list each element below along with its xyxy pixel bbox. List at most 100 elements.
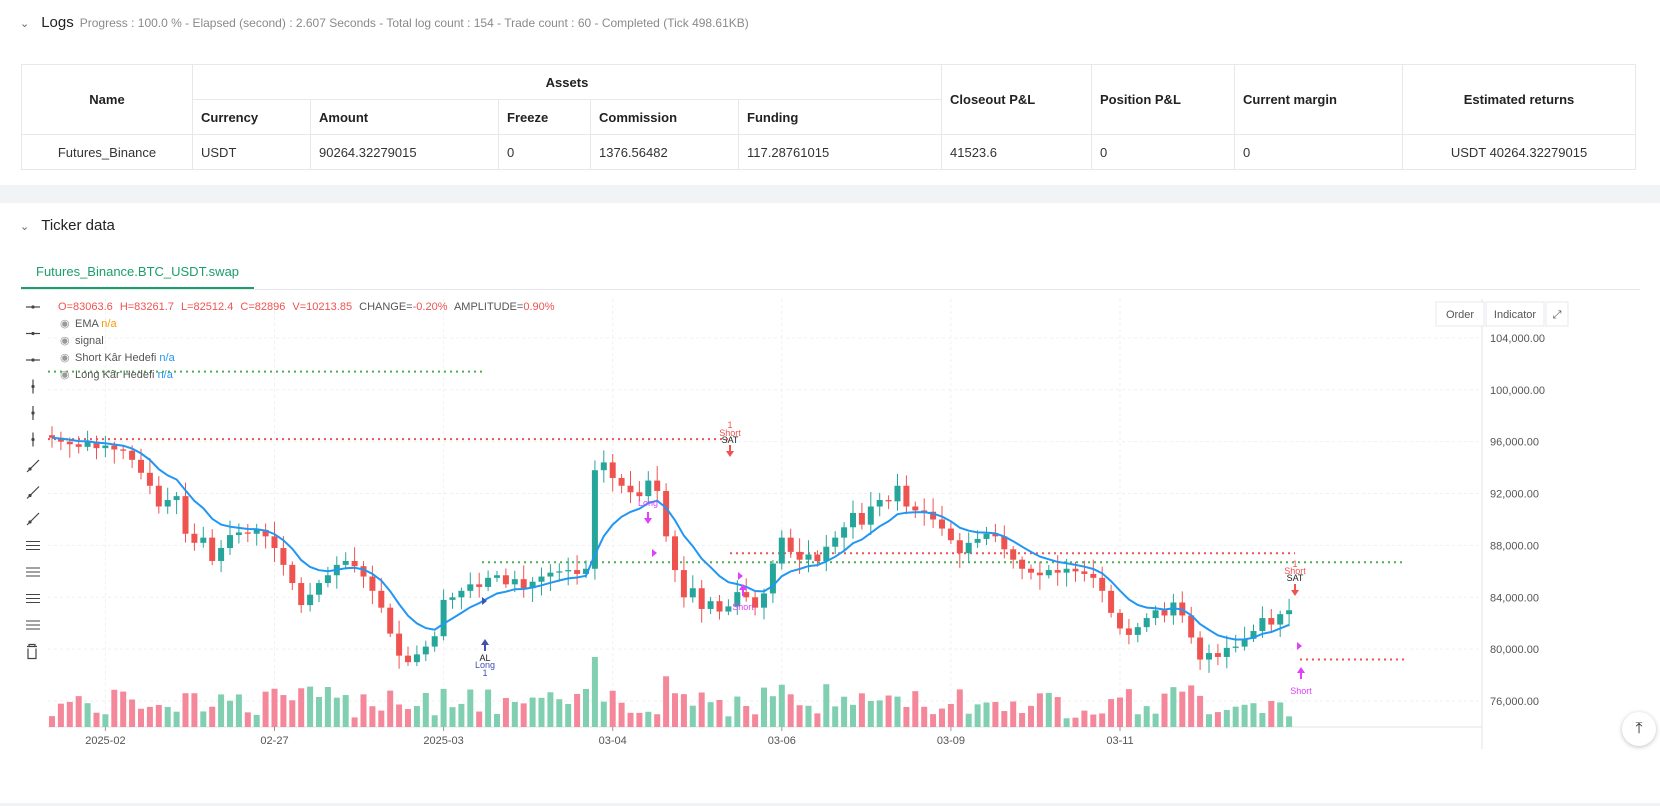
candle bbox=[1188, 615, 1195, 638]
ohlc-amp-label: AMPLITUDE= bbox=[454, 301, 523, 313]
segment-line-tool[interactable] bbox=[20, 509, 44, 529]
trash-tool[interactable] bbox=[20, 641, 44, 662]
x-tick-label: 2025-02 bbox=[85, 735, 125, 747]
candle bbox=[841, 527, 848, 538]
volume-bar bbox=[983, 702, 990, 727]
candle bbox=[876, 500, 883, 507]
col-funding: Funding bbox=[738, 99, 942, 135]
handle-dot bbox=[31, 358, 35, 362]
ticker-header[interactable]: ⌄ Ticker data bbox=[20, 217, 115, 234]
candle bbox=[449, 597, 456, 600]
cell-freeze: 0 bbox=[498, 134, 591, 170]
candle bbox=[351, 560, 358, 567]
ohlc-open: O=83063.6 bbox=[58, 301, 113, 313]
trend-line-tool[interactable] bbox=[20, 456, 44, 476]
volume-bar bbox=[93, 712, 100, 727]
volume-bar bbox=[672, 693, 678, 727]
volume-bar bbox=[387, 690, 394, 727]
fullscreen-button[interactable] bbox=[1545, 301, 1569, 327]
ray-line-tool[interactable] bbox=[20, 482, 44, 503]
volume-bar bbox=[1161, 693, 1168, 727]
cell-commission: 1376.56482 bbox=[590, 134, 739, 170]
candle bbox=[227, 535, 233, 549]
eye-icon[interactable]: ◉ bbox=[60, 335, 70, 347]
candle bbox=[191, 533, 198, 543]
candle bbox=[155, 485, 162, 507]
candle bbox=[342, 560, 349, 565]
candle bbox=[173, 496, 180, 501]
candle bbox=[983, 533, 990, 539]
candle bbox=[930, 511, 937, 520]
candle bbox=[324, 575, 331, 584]
signal-label: Long bbox=[638, 498, 658, 508]
candle bbox=[396, 633, 403, 656]
volume-bar bbox=[769, 696, 776, 727]
candle bbox=[289, 564, 296, 584]
volume-bar bbox=[271, 688, 278, 727]
eye-icon[interactable]: ◉ bbox=[60, 318, 70, 330]
volume-bar bbox=[120, 691, 127, 727]
candle bbox=[84, 441, 91, 447]
ema-line bbox=[51, 436, 1290, 641]
volume-bar bbox=[600, 701, 607, 727]
x-tick-label: 2025-03 bbox=[423, 735, 463, 747]
volume-bar bbox=[440, 688, 447, 727]
candle bbox=[894, 485, 901, 502]
candle bbox=[93, 441, 100, 449]
scroll-top-button[interactable]: ⤒ bbox=[1622, 712, 1656, 746]
signal-label: Short bbox=[732, 602, 754, 612]
logs-header[interactable]: ⌄ Logs Progress : 100.0 % - Elapsed (sec… bbox=[20, 14, 749, 31]
volume-bar bbox=[1143, 706, 1150, 727]
candle bbox=[511, 579, 518, 585]
eye-icon[interactable]: ◉ bbox=[60, 369, 70, 381]
volume-bar bbox=[316, 696, 322, 727]
candle bbox=[912, 506, 919, 511]
volume-bar bbox=[1188, 685, 1195, 727]
chevron-down-icon[interactable]: ⌄ bbox=[20, 18, 30, 30]
candle bbox=[75, 444, 82, 447]
legend-signal: signal bbox=[75, 335, 104, 347]
volume-bar bbox=[1036, 693, 1043, 727]
volume-bar bbox=[805, 705, 812, 727]
volume-bar bbox=[1241, 704, 1248, 727]
price-chart[interactable]: 1ShortSATALLong1LongShort1ShortSATShort … bbox=[0, 299, 1660, 803]
volume-bar bbox=[298, 688, 305, 727]
y-tick-label: 104,000.00 bbox=[1490, 333, 1545, 345]
tab-btc-usdt-swap[interactable]: Futures_Binance.BTC_USDT.swap bbox=[21, 254, 255, 289]
volume-bar bbox=[369, 706, 376, 727]
col-closeout: Closeout P&L bbox=[941, 64, 1092, 135]
volume-bar bbox=[1117, 697, 1123, 727]
indicator-button[interactable] bbox=[1485, 301, 1545, 327]
order-button[interactable] bbox=[1435, 301, 1485, 327]
candle bbox=[1019, 559, 1026, 569]
candle bbox=[663, 490, 670, 537]
volume-bar bbox=[485, 689, 492, 727]
candle bbox=[422, 646, 429, 655]
eye-icon[interactable]: ◉ bbox=[60, 352, 70, 364]
volume-bar bbox=[956, 689, 963, 727]
ohlc-amp: 0.90% bbox=[523, 301, 554, 313]
volume-bar bbox=[1045, 692, 1052, 727]
volume-bar bbox=[627, 712, 634, 727]
candle bbox=[1259, 618, 1266, 632]
x-tick-label: 03-11 bbox=[1106, 735, 1133, 747]
legend-short-target: Short Kâr Hedefi n/a bbox=[75, 352, 176, 364]
candle bbox=[1090, 573, 1097, 578]
legend-long-target: Long Kâr Hedefi n/a bbox=[75, 369, 174, 381]
candle bbox=[850, 513, 856, 528]
chevron-down-icon[interactable]: ⌄ bbox=[20, 221, 30, 233]
volume-bar bbox=[138, 708, 144, 727]
volume-bar bbox=[591, 657, 598, 727]
trash-icon bbox=[27, 643, 37, 660]
candle bbox=[253, 529, 260, 534]
handle-dot bbox=[28, 520, 32, 524]
volume-bar bbox=[850, 704, 856, 727]
volume-bar bbox=[663, 676, 670, 727]
candle bbox=[672, 536, 678, 571]
candle bbox=[1286, 610, 1293, 615]
candle bbox=[164, 500, 171, 507]
cell-closeout: 41523.6 bbox=[941, 134, 1092, 170]
volume-bar bbox=[1232, 706, 1239, 727]
volume-bar bbox=[1277, 702, 1284, 727]
volume-bar bbox=[1250, 703, 1257, 727]
